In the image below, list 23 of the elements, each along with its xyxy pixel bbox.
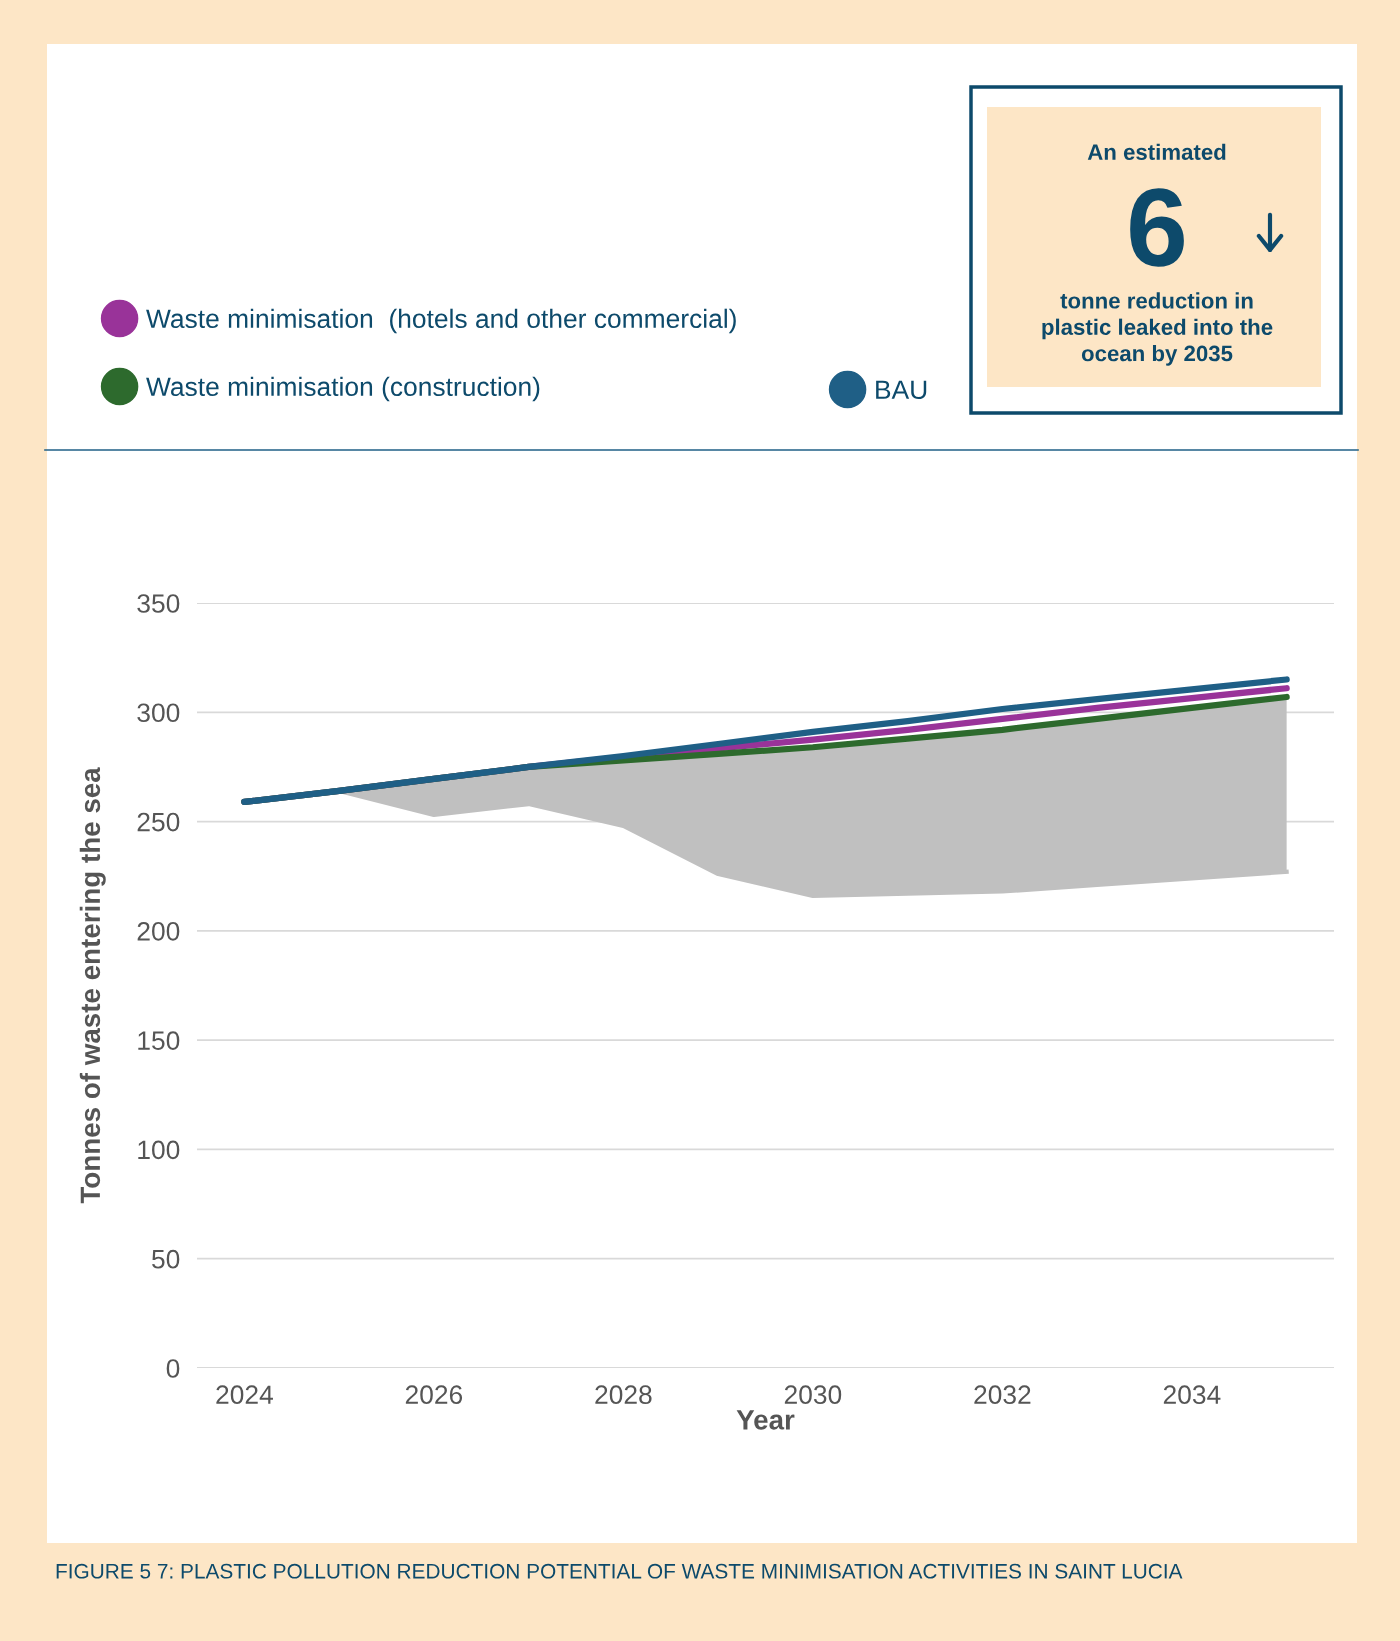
y-tick-label: 200 (137, 921, 180, 941)
x-tick-label: 2028 (595, 1385, 652, 1405)
y-axis-title: Tonnes of waste entering the sea (79, 767, 106, 1204)
y-tick-label: 350 (137, 594, 180, 613)
y-tick-label: 250 (137, 812, 180, 832)
x-tick-label: 2024 (216, 1385, 273, 1405)
legend-label: BAU (876, 380, 927, 400)
y-tick-label: 150 (138, 1031, 180, 1050)
x-tick-label: 2030 (784, 1385, 842, 1405)
y-tick-label: 100 (138, 1140, 180, 1160)
x-tick-label: 2032 (974, 1385, 1031, 1405)
legend-label: Waste minimisation (hotels and other commercial) (146, 308, 736, 334)
x-tick-label: 2034 (1163, 1385, 1221, 1405)
x-tick-label: 2026 (405, 1385, 463, 1405)
y-tick-label: 0 (166, 1359, 180, 1378)
text: An estimated (1087, 143, 1226, 160)
y-tick-label: 50 (152, 1249, 180, 1269)
y-tick-label: 300 (137, 703, 180, 723)
caption: FIGURE 5 7: PLASTIC POLLUTION REDUCTION POTENTIAL OF WASTE MINIMISATION ACTIVITIES IN SAINT LUCIA (56, 1563, 1183, 1579)
x-axis-title: Year (736, 1410, 795, 1430)
text: 6 (1130, 188, 1184, 267)
text: tonne reduction in plastic leaked into the ocean by 2035 (1042, 292, 1273, 366)
legend-label: Waste minimisation (construction) (146, 376, 540, 402)
